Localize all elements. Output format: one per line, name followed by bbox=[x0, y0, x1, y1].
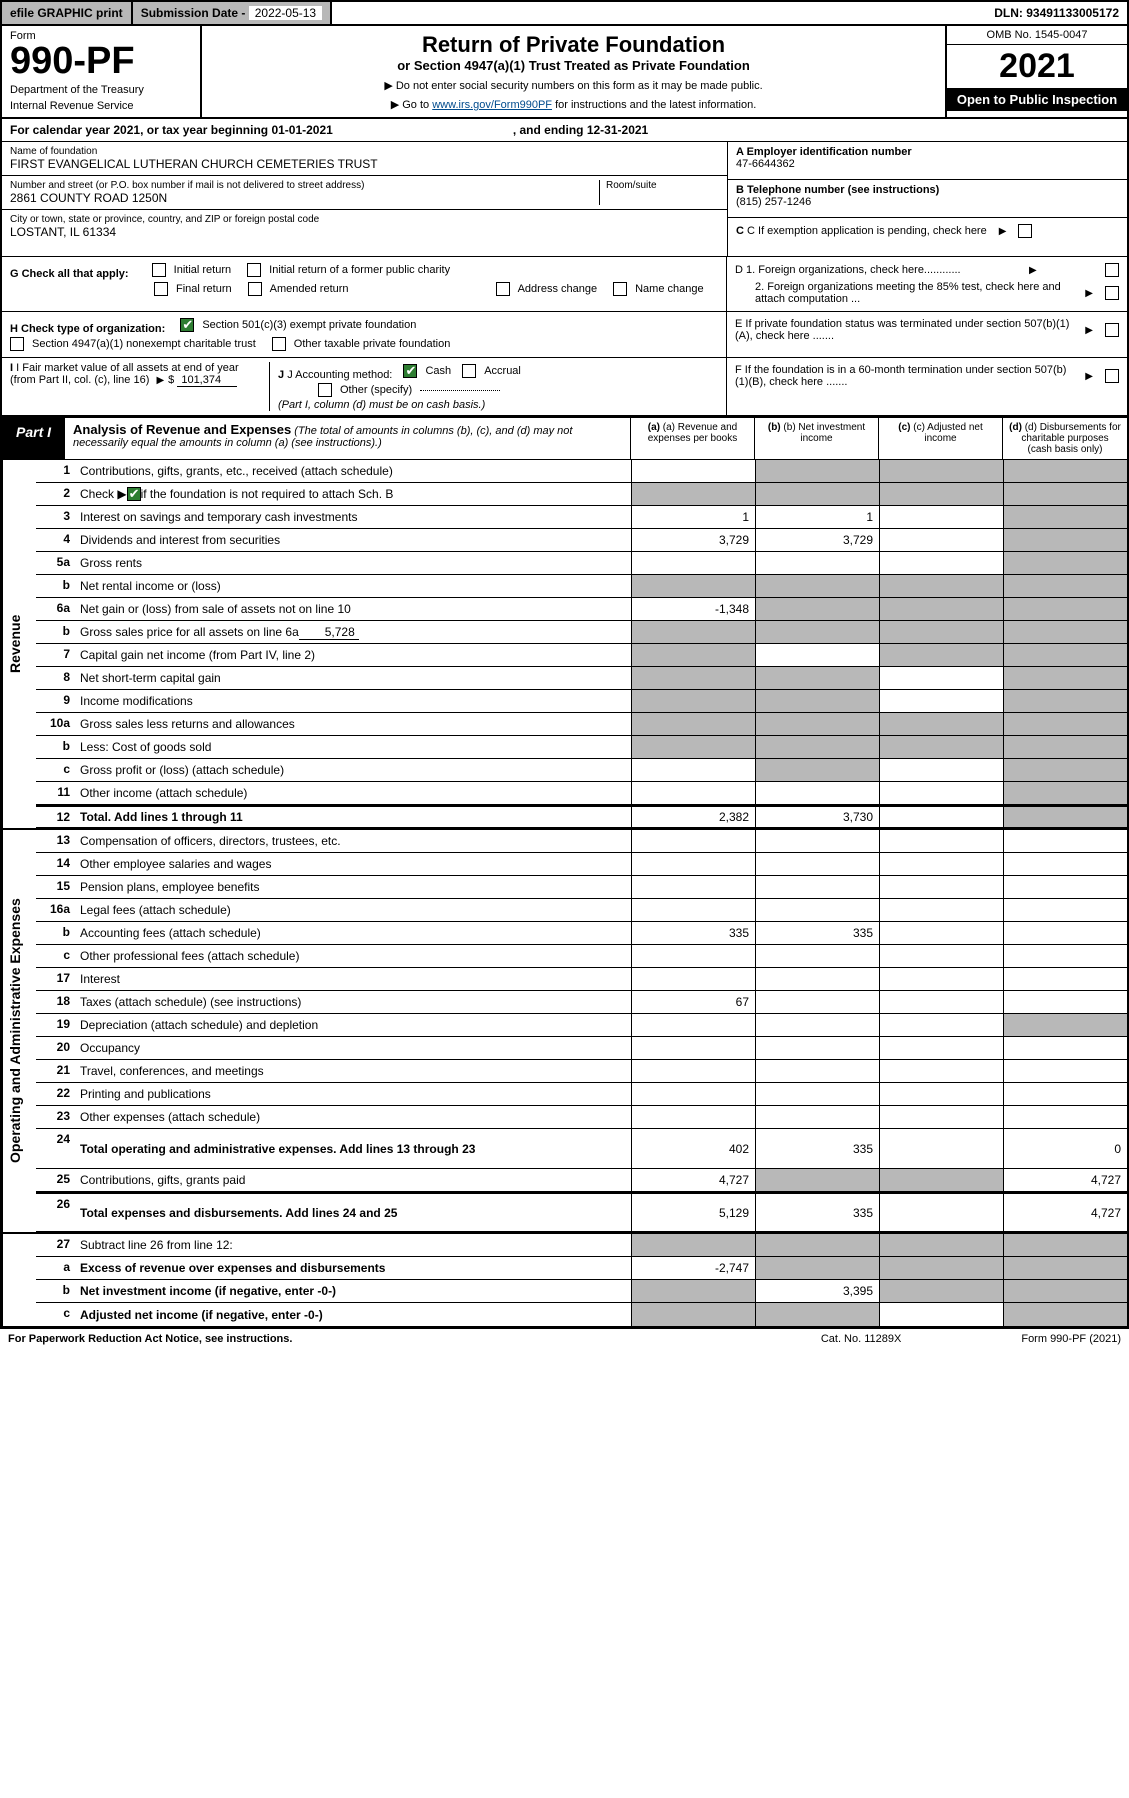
address-row: Number and street (or P.O. box number if… bbox=[2, 176, 727, 210]
g-block: G Check all that apply: Initial return I… bbox=[2, 257, 727, 311]
checkbox-accrual[interactable] bbox=[462, 364, 476, 378]
expenses-label: Operating and Administrative Expenses bbox=[2, 830, 36, 1232]
checkbox-d2[interactable] bbox=[1105, 286, 1119, 300]
checkbox-e[interactable] bbox=[1105, 323, 1119, 337]
checkbox-other-taxable[interactable] bbox=[272, 337, 286, 351]
arrow-icon bbox=[995, 225, 1011, 237]
h-e-row: H Check type of organization: Section 50… bbox=[2, 312, 1127, 358]
checkbox-sch-b[interactable] bbox=[127, 487, 141, 501]
arrow-icon bbox=[1081, 324, 1097, 336]
form-header-left: Form 990-PF Department of the Treasury I… bbox=[2, 26, 202, 117]
revenue-section: Revenue 1Contributions, gifts, grants, e… bbox=[2, 460, 1127, 828]
fmv-value: 101,374 bbox=[177, 374, 237, 387]
open-inspection-badge: Open to Public Inspection bbox=[947, 88, 1127, 111]
entity-right: A Employer identification number 47-6644… bbox=[727, 142, 1127, 256]
entity-left: Name of foundation FIRST EVANGELICAL LUT… bbox=[2, 142, 727, 256]
irs-label: Internal Revenue Service bbox=[10, 100, 192, 112]
dept-treasury: Department of the Treasury bbox=[10, 84, 192, 96]
arrow-icon bbox=[1081, 370, 1097, 382]
arrow-icon bbox=[152, 374, 168, 386]
h-block: H Check type of organization: Section 50… bbox=[2, 312, 727, 357]
part-1-header: Part I Analysis of Revenue and Expenses … bbox=[2, 416, 1127, 460]
dln: DLN: 93491133005172 bbox=[986, 2, 1127, 24]
checkbox-cash[interactable] bbox=[403, 364, 417, 378]
form-header: Form 990-PF Department of the Treasury I… bbox=[2, 26, 1127, 119]
checkbox-name-change[interactable] bbox=[613, 282, 627, 296]
i-j-block: I I Fair market value of all assets at e… bbox=[2, 358, 727, 415]
arrow-icon bbox=[1025, 264, 1041, 276]
checkbox-4947[interactable] bbox=[10, 337, 24, 351]
d-block: D 1. Foreign organizations, check here..… bbox=[727, 257, 1127, 311]
checkbox-other-method[interactable] bbox=[318, 383, 332, 397]
checkbox-c[interactable] bbox=[1018, 224, 1032, 238]
exemption-pending-cell: C C If exemption application is pending,… bbox=[727, 218, 1127, 256]
f-block: F If the foundation is in a 60-month ter… bbox=[727, 358, 1127, 415]
irs-link[interactable]: www.irs.gov/Form990PF bbox=[432, 99, 552, 111]
ein-cell: A Employer identification number 47-6644… bbox=[727, 142, 1127, 180]
entity-block: Name of foundation FIRST EVANGELICAL LUT… bbox=[2, 142, 1127, 257]
checkbox-final[interactable] bbox=[154, 282, 168, 296]
part-1-desc: Analysis of Revenue and Expenses (The to… bbox=[65, 418, 631, 459]
page-footer: For Paperwork Reduction Act Notice, see … bbox=[0, 1328, 1129, 1349]
g-d-row: G Check all that apply: Initial return I… bbox=[2, 257, 1127, 312]
calendar-year-row: For calendar year 2021, or tax year begi… bbox=[2, 119, 1127, 142]
top-bar: efile GRAPHIC print Submission Date - 20… bbox=[2, 2, 1127, 26]
line-27-section: 27Subtract line 26 from line 12: aExcess… bbox=[2, 1232, 1127, 1326]
arrow-icon bbox=[1081, 287, 1097, 299]
e-block: E If private foundation status was termi… bbox=[727, 312, 1127, 357]
form-subtitle: or Section 4947(a)(1) Trust Treated as P… bbox=[214, 58, 933, 73]
form-990pf: efile GRAPHIC print Submission Date - 20… bbox=[0, 0, 1129, 1328]
phone-cell: B Telephone number (see instructions) (8… bbox=[727, 180, 1127, 218]
checkbox-d1[interactable] bbox=[1105, 263, 1119, 277]
checkbox-initial-former[interactable] bbox=[247, 263, 261, 277]
form-title: Return of Private Foundation bbox=[214, 32, 933, 58]
checkbox-initial[interactable] bbox=[152, 263, 166, 277]
checkbox-addr-change[interactable] bbox=[496, 282, 510, 296]
col-d-header: (d) (d) Disbursements for charitable pur… bbox=[1003, 418, 1127, 459]
form-number: 990-PF bbox=[10, 42, 192, 80]
form-note-2: ▶ Go to www.irs.gov/Form990PF for instru… bbox=[214, 98, 933, 111]
efile-badge: efile GRAPHIC print bbox=[2, 2, 133, 24]
form-note-1: ▶ Do not enter social security numbers o… bbox=[214, 79, 933, 92]
checkbox-501c3[interactable] bbox=[180, 318, 194, 332]
part-1-label: Part I bbox=[2, 418, 65, 459]
form-header-right: OMB No. 1545-0047 2021 Open to Public In… bbox=[947, 26, 1127, 117]
submission-date-label: Submission Date - 2022-05-13 bbox=[133, 2, 332, 24]
col-b-header: (b) (b) Net investment income bbox=[755, 418, 879, 459]
i-j-f-row: I I Fair market value of all assets at e… bbox=[2, 358, 1127, 416]
expenses-section: Operating and Administrative Expenses 13… bbox=[2, 828, 1127, 1232]
foundation-name-row: Name of foundation FIRST EVANGELICAL LUT… bbox=[2, 142, 727, 176]
col-c-header: (c) (c) Adjusted net income bbox=[879, 418, 1003, 459]
checkbox-amended[interactable] bbox=[248, 282, 262, 296]
omb-number: OMB No. 1545-0047 bbox=[947, 26, 1127, 45]
tax-year: 2021 bbox=[947, 45, 1127, 88]
col-a-header: (a) (a) Revenue and expenses per books bbox=[631, 418, 755, 459]
revenue-label: Revenue bbox=[2, 460, 36, 828]
checkbox-f[interactable] bbox=[1105, 369, 1119, 383]
city-row: City or town, state or province, country… bbox=[2, 210, 727, 243]
form-header-mid: Return of Private Foundation or Section … bbox=[202, 26, 947, 117]
